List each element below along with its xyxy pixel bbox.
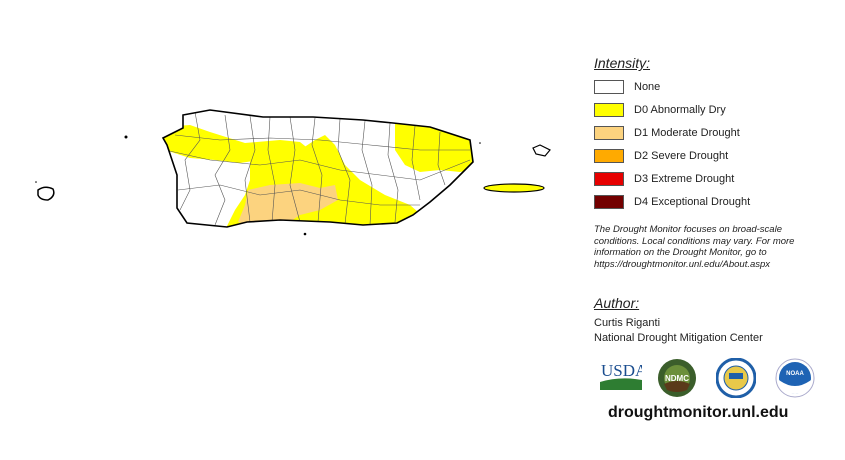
mona-island bbox=[37, 186, 55, 201]
d0-area-northwest bbox=[163, 125, 310, 163]
legend-swatch bbox=[594, 103, 624, 117]
d0-area-northeast bbox=[395, 120, 473, 172]
legend-label: D4 Exceptional Drought bbox=[634, 196, 751, 208]
author-title: Author: bbox=[594, 295, 640, 311]
website-url[interactable]: droughtmonitor.unl.edu bbox=[608, 404, 789, 421]
author-org: National Drought Mitigation Center bbox=[594, 332, 763, 344]
svg-text:NOAA: NOAA bbox=[786, 371, 804, 377]
islet bbox=[479, 142, 481, 144]
culebra-island bbox=[532, 144, 551, 157]
legend-item-d3: D3 Extreme Drought bbox=[594, 172, 734, 186]
legend-item-d1: D1 Moderate Drought bbox=[594, 126, 740, 140]
legend-swatch bbox=[594, 80, 624, 94]
municipality-boundaries bbox=[164, 111, 471, 226]
legend-item-d4: D4 Exceptional Drought bbox=[594, 195, 750, 209]
legend-item-none: None bbox=[594, 80, 660, 94]
svg-text:NDMC: NDMC bbox=[665, 374, 689, 383]
legend-swatch bbox=[594, 195, 624, 209]
disclaimer-note: The Drought Monitor focuses on broad-sca… bbox=[594, 224, 795, 270]
legend-swatch bbox=[594, 149, 624, 163]
puerto-rico-map bbox=[35, 109, 551, 236]
islet bbox=[124, 135, 128, 139]
author-name: Curtis Riganti bbox=[594, 317, 661, 329]
legend-label: None bbox=[634, 81, 661, 93]
islet bbox=[303, 232, 307, 236]
legend-swatch bbox=[594, 172, 624, 186]
legend-swatch bbox=[594, 126, 624, 140]
svg-text:USDA: USDA bbox=[601, 361, 642, 380]
usda-logo: USDA bbox=[600, 361, 642, 390]
ndmc-logo: NDMC bbox=[658, 359, 696, 397]
legend-item-d2: D2 Severe Drought bbox=[594, 149, 728, 163]
islet bbox=[35, 181, 37, 183]
legend-title: Intensity: bbox=[594, 55, 651, 71]
doc-seal-logo bbox=[716, 358, 756, 398]
legend-label: D2 Severe Drought bbox=[634, 150, 729, 162]
noaa-logo: NOAA bbox=[775, 358, 815, 398]
legend-item-d0: D0 Abnormally Dry bbox=[594, 103, 726, 117]
legend-label: D3 Extreme Drought bbox=[634, 173, 735, 185]
legend-label: D1 Moderate Drought bbox=[634, 127, 740, 139]
legend-label: D0 Abnormally Dry bbox=[634, 104, 726, 116]
vieques-island bbox=[483, 183, 545, 193]
